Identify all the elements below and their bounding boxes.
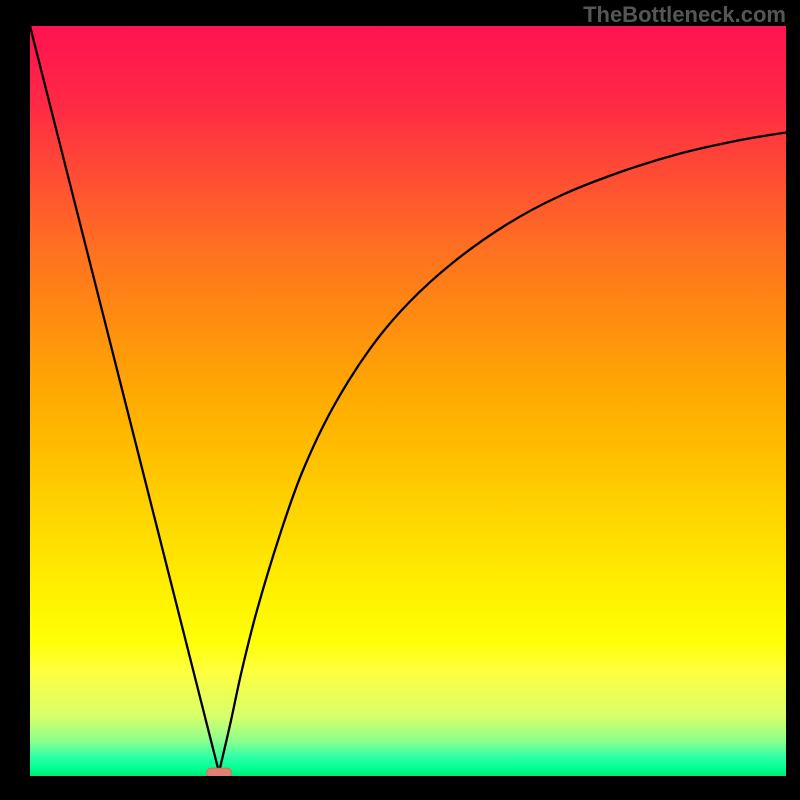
chart-svg [30, 26, 786, 776]
plot-area [30, 26, 786, 776]
watermark-text: TheBottleneck.com [583, 2, 786, 28]
chart-container: TheBottleneck.com [0, 0, 800, 800]
minimum-marker [207, 768, 232, 776]
gradient-background [30, 26, 786, 776]
